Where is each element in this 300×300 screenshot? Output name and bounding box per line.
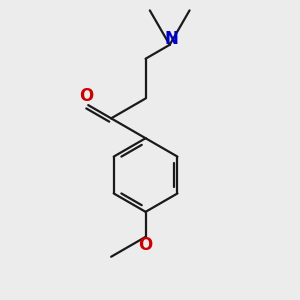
- Text: N: N: [164, 30, 178, 48]
- Text: O: O: [139, 236, 153, 254]
- Text: O: O: [80, 87, 94, 105]
